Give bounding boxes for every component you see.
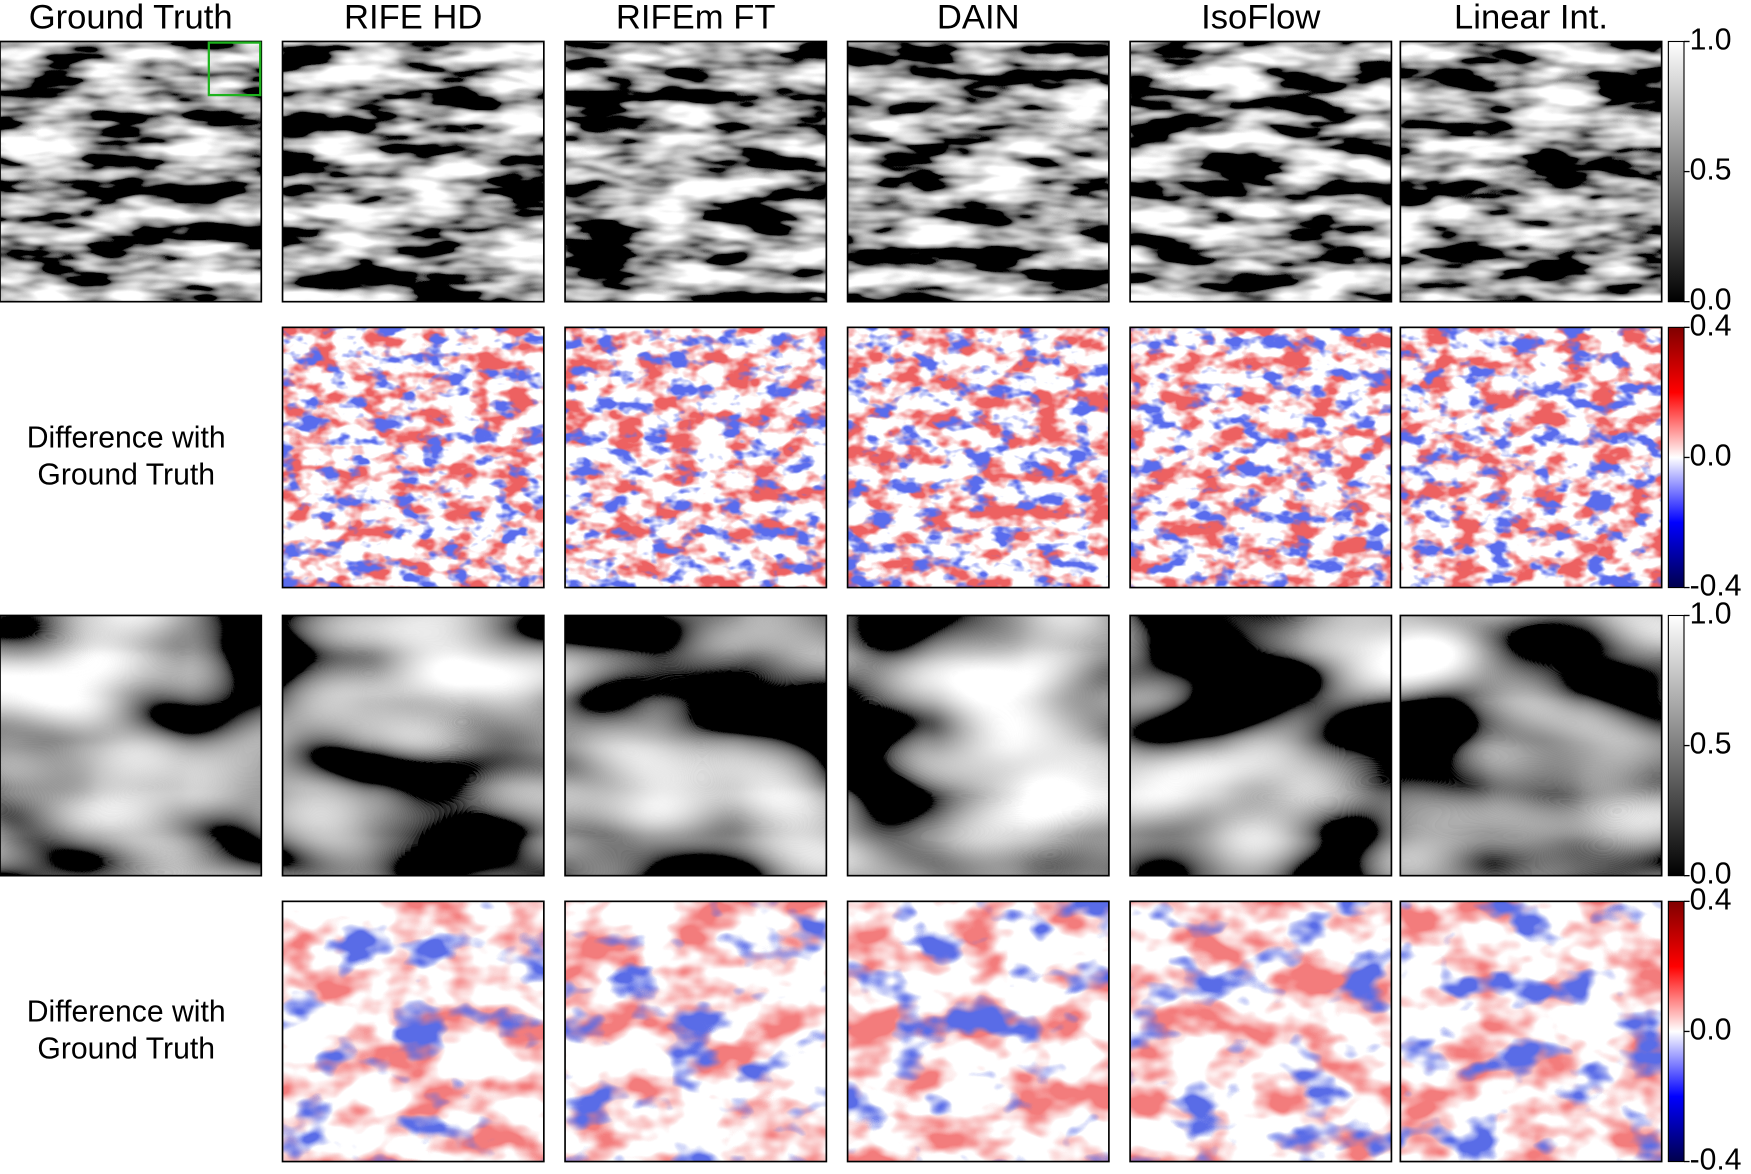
panel-frame xyxy=(1399,326,1663,589)
panel-image xyxy=(282,615,544,876)
panel-frame xyxy=(564,40,828,303)
column-title: RIFE HD xyxy=(344,0,482,36)
zoom-box xyxy=(207,41,262,97)
image-panel xyxy=(1399,40,1663,303)
panel-frame xyxy=(846,40,1110,303)
row-label: Ground Truth xyxy=(37,1032,215,1065)
image-panel xyxy=(564,326,828,589)
panel-frame xyxy=(1399,900,1663,1163)
row-label: Difference with xyxy=(27,996,226,1029)
image-panel xyxy=(846,614,1110,877)
colorbar-tick-label: -0.4 xyxy=(1690,1144,1742,1174)
panel-frame xyxy=(1129,40,1393,303)
panel-frame xyxy=(564,900,828,1163)
colorbar xyxy=(1667,900,1685,1163)
panel-frame xyxy=(846,614,1110,877)
panel-frame xyxy=(1399,40,1663,303)
image-panel xyxy=(1129,900,1393,1163)
panel-frame xyxy=(564,326,828,589)
colorbar xyxy=(1667,326,1685,589)
image-panel xyxy=(1129,326,1393,589)
panel-image xyxy=(0,41,262,302)
colorbar-tick-label: 0.4 xyxy=(1690,309,1732,342)
image-panel xyxy=(564,40,828,303)
colorbar-tick-label: 1.0 xyxy=(1690,23,1732,56)
error-negative xyxy=(847,327,1109,588)
image-panel xyxy=(1129,614,1393,877)
panel-frame xyxy=(0,40,263,303)
panel-frame xyxy=(1399,614,1663,877)
column-title: DAIN xyxy=(937,0,1020,36)
error-negative xyxy=(282,901,544,1162)
colorbar-tick-label: 0.5 xyxy=(1690,154,1732,187)
panel-image xyxy=(282,41,544,302)
panel-image xyxy=(1130,615,1392,876)
error-negative xyxy=(565,901,827,1162)
row-label: Ground Truth xyxy=(37,458,215,491)
panel-image xyxy=(847,41,1109,302)
image-panel xyxy=(0,40,263,303)
panel-image xyxy=(0,615,262,876)
error-negative xyxy=(1400,327,1662,588)
error-negative xyxy=(847,901,1109,1162)
image-panel xyxy=(846,40,1110,303)
panel-frame xyxy=(846,326,1110,589)
colorbar-tick-label: 0.0 xyxy=(1690,1013,1732,1046)
panel-frame xyxy=(1129,614,1393,877)
panel-image xyxy=(1400,615,1662,876)
image-panel xyxy=(281,326,545,589)
panel-frame xyxy=(0,614,263,877)
colorbar-tick-label: -0.4 xyxy=(1690,570,1742,603)
colorbar-tick-label: 0.0 xyxy=(1690,284,1732,317)
panel-frame xyxy=(281,40,545,303)
panel-frame xyxy=(281,900,545,1163)
panel-frame xyxy=(1129,900,1393,1163)
panel-image xyxy=(1400,41,1662,302)
image-panel xyxy=(281,40,545,303)
column-title: Ground Truth xyxy=(29,0,233,36)
panel-frame xyxy=(846,900,1110,1163)
image-panel xyxy=(281,614,545,877)
colorbar-tick-label: 0.0 xyxy=(1690,439,1732,472)
error-negative xyxy=(1130,901,1392,1162)
image-panel xyxy=(846,326,1110,589)
column-title: IsoFlow xyxy=(1201,0,1321,36)
colorbar-tick-label: 0.0 xyxy=(1690,858,1732,891)
panel-frame xyxy=(1129,326,1393,589)
panel-frame xyxy=(564,614,828,877)
image-panel xyxy=(1399,614,1663,877)
panel-image xyxy=(565,615,827,876)
image-panel xyxy=(1129,40,1393,303)
image-panel xyxy=(846,900,1110,1163)
image-panel xyxy=(1399,900,1663,1163)
column-title: Linear Int. xyxy=(1454,0,1608,36)
image-panel xyxy=(0,614,263,877)
image-panel xyxy=(281,900,545,1163)
error-negative xyxy=(1130,327,1392,588)
error-negative xyxy=(565,327,827,588)
row-label: Difference with xyxy=(27,422,226,455)
panel-frame xyxy=(281,326,545,589)
panel-image xyxy=(1130,41,1392,302)
error-negative xyxy=(282,327,544,588)
image-panel xyxy=(1399,326,1663,589)
panel-frame xyxy=(281,614,545,877)
colorbar-tick-label: 0.4 xyxy=(1690,883,1732,916)
colorbar-tick-label: 1.0 xyxy=(1690,597,1732,630)
panel-image xyxy=(847,615,1109,876)
column-title: RIFEm FT xyxy=(616,0,776,36)
panel-image xyxy=(565,41,827,302)
image-panel xyxy=(564,614,828,877)
colorbar xyxy=(1667,40,1685,303)
colorbar-tick-label: 0.5 xyxy=(1690,728,1732,761)
image-panel xyxy=(564,900,828,1163)
error-negative xyxy=(1400,901,1662,1162)
colorbar xyxy=(1667,614,1685,877)
